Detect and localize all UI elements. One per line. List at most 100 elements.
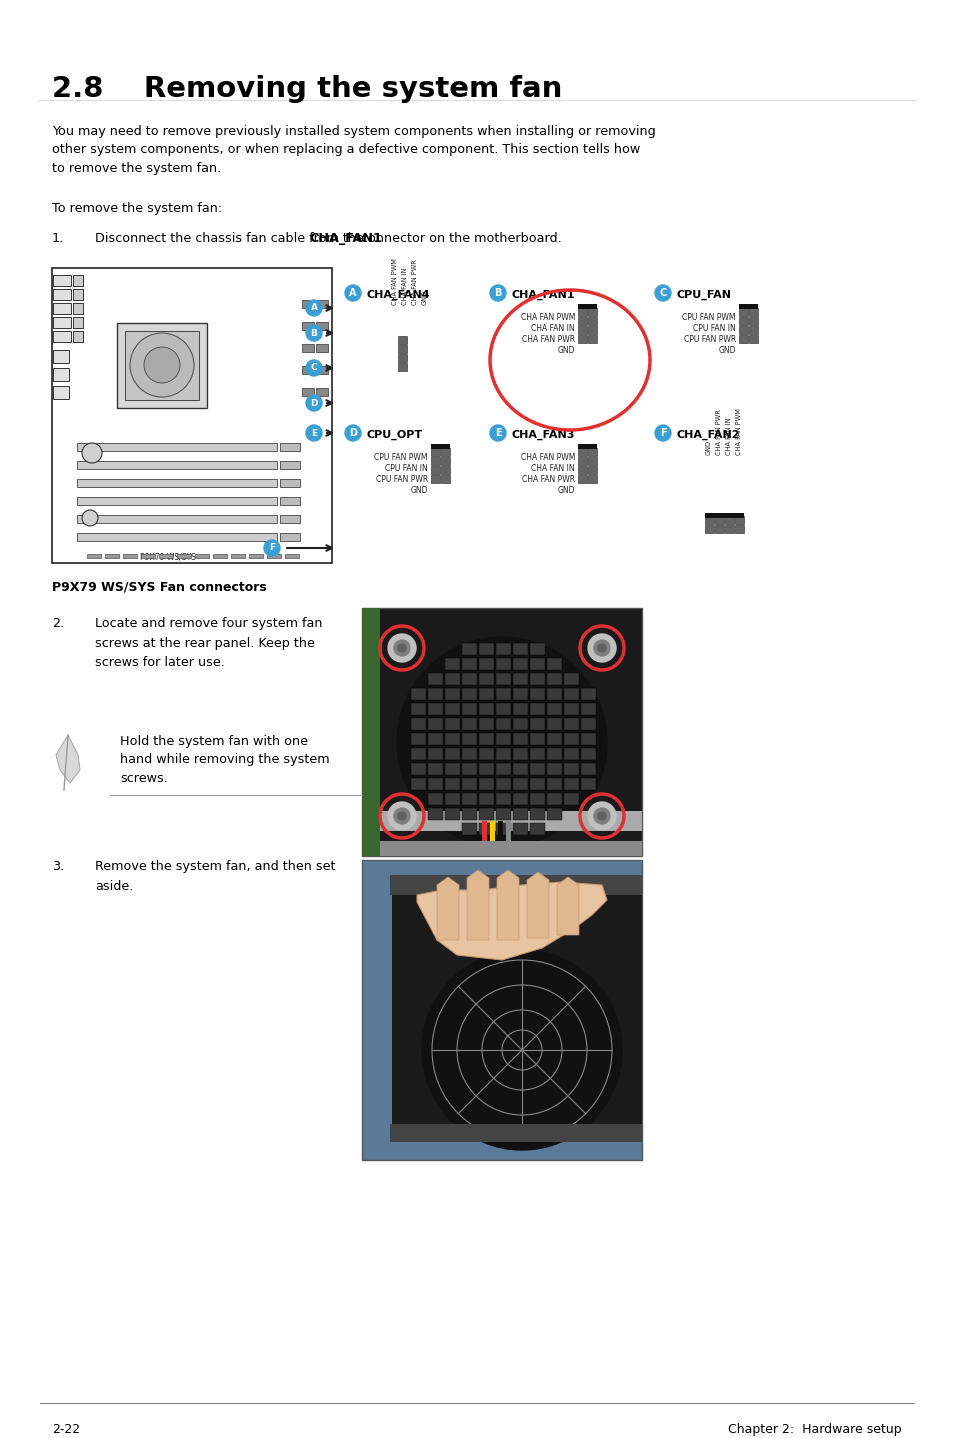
Bar: [478, 703, 494, 715]
Bar: [496, 703, 511, 715]
Bar: [530, 733, 544, 745]
Text: 1.: 1.: [52, 232, 64, 244]
Bar: [704, 513, 743, 518]
Bar: [73, 303, 83, 313]
Bar: [53, 368, 69, 381]
Text: E: E: [495, 429, 500, 439]
Bar: [302, 322, 314, 329]
Bar: [379, 841, 641, 856]
Text: CHA FAN PWM: CHA FAN PWM: [392, 259, 397, 305]
Bar: [724, 525, 733, 533]
Bar: [530, 673, 544, 684]
Text: Locate and remove four system fan
screws at the rear panel. Keep the
screws for : Locate and remove four system fan screws…: [95, 617, 322, 669]
Bar: [739, 316, 747, 325]
Bar: [87, 554, 101, 558]
Bar: [530, 659, 544, 670]
Circle shape: [306, 395, 322, 411]
Bar: [546, 808, 561, 820]
Bar: [280, 443, 299, 452]
Bar: [478, 673, 494, 684]
Bar: [505, 821, 511, 841]
Bar: [397, 362, 407, 371]
Bar: [361, 608, 379, 856]
Bar: [53, 316, 71, 328]
Bar: [461, 778, 476, 789]
Text: CHA FAN PWM: CHA FAN PWM: [735, 408, 741, 454]
Bar: [578, 444, 597, 449]
Bar: [513, 687, 527, 700]
Bar: [530, 703, 544, 715]
Bar: [580, 733, 596, 745]
Bar: [513, 748, 527, 761]
Bar: [428, 718, 442, 731]
Bar: [117, 324, 207, 408]
Bar: [478, 687, 494, 700]
Bar: [397, 354, 407, 362]
Bar: [496, 748, 511, 761]
Bar: [431, 475, 439, 483]
Bar: [379, 811, 641, 831]
Circle shape: [394, 640, 410, 656]
Circle shape: [306, 325, 322, 341]
Bar: [587, 308, 597, 316]
Bar: [73, 289, 83, 301]
Bar: [587, 475, 597, 483]
Bar: [478, 808, 494, 820]
Circle shape: [306, 360, 322, 375]
Text: CHA FAN IN: CHA FAN IN: [401, 267, 408, 305]
Bar: [748, 335, 758, 344]
Bar: [444, 778, 459, 789]
Text: CHA_FAN1: CHA_FAN1: [512, 290, 575, 301]
Bar: [411, 778, 426, 789]
Bar: [578, 449, 586, 456]
Bar: [546, 748, 561, 761]
Bar: [53, 303, 71, 313]
Text: You may need to remove previously installed system components when installing or: You may need to remove previously instal…: [52, 125, 655, 175]
Bar: [444, 748, 459, 761]
Bar: [748, 326, 758, 334]
Bar: [440, 457, 450, 464]
Bar: [194, 554, 209, 558]
Bar: [546, 778, 561, 789]
Bar: [496, 659, 511, 670]
Text: B: B: [494, 288, 501, 298]
Bar: [587, 449, 597, 456]
Bar: [478, 718, 494, 731]
Bar: [496, 643, 511, 654]
Bar: [440, 466, 450, 475]
Bar: [513, 673, 527, 684]
Text: E: E: [311, 429, 316, 437]
Text: B: B: [311, 328, 317, 338]
Bar: [461, 718, 476, 731]
Bar: [546, 673, 561, 684]
Bar: [444, 808, 459, 820]
Text: 2.: 2.: [52, 617, 64, 630]
Bar: [315, 322, 328, 329]
Text: CHA FAN IN: CHA FAN IN: [531, 464, 575, 473]
Bar: [397, 345, 407, 352]
Bar: [444, 659, 459, 670]
Bar: [578, 457, 586, 464]
Text: D: D: [349, 429, 356, 439]
Text: CPU FAN PWM: CPU FAN PWM: [681, 313, 735, 322]
Text: CPU_FAN: CPU_FAN: [677, 290, 731, 301]
Bar: [315, 344, 328, 352]
Bar: [546, 659, 561, 670]
Text: A: A: [349, 288, 356, 298]
Bar: [73, 331, 83, 342]
Bar: [428, 703, 442, 715]
Bar: [739, 308, 747, 316]
Circle shape: [82, 510, 98, 526]
Bar: [431, 457, 439, 464]
Circle shape: [388, 802, 416, 830]
Bar: [580, 748, 596, 761]
Bar: [478, 792, 494, 805]
Bar: [105, 554, 119, 558]
Text: GND: GND: [410, 486, 428, 495]
Bar: [496, 823, 511, 835]
Bar: [249, 554, 263, 558]
Bar: [461, 659, 476, 670]
Bar: [530, 718, 544, 731]
Bar: [587, 316, 597, 325]
Bar: [428, 673, 442, 684]
